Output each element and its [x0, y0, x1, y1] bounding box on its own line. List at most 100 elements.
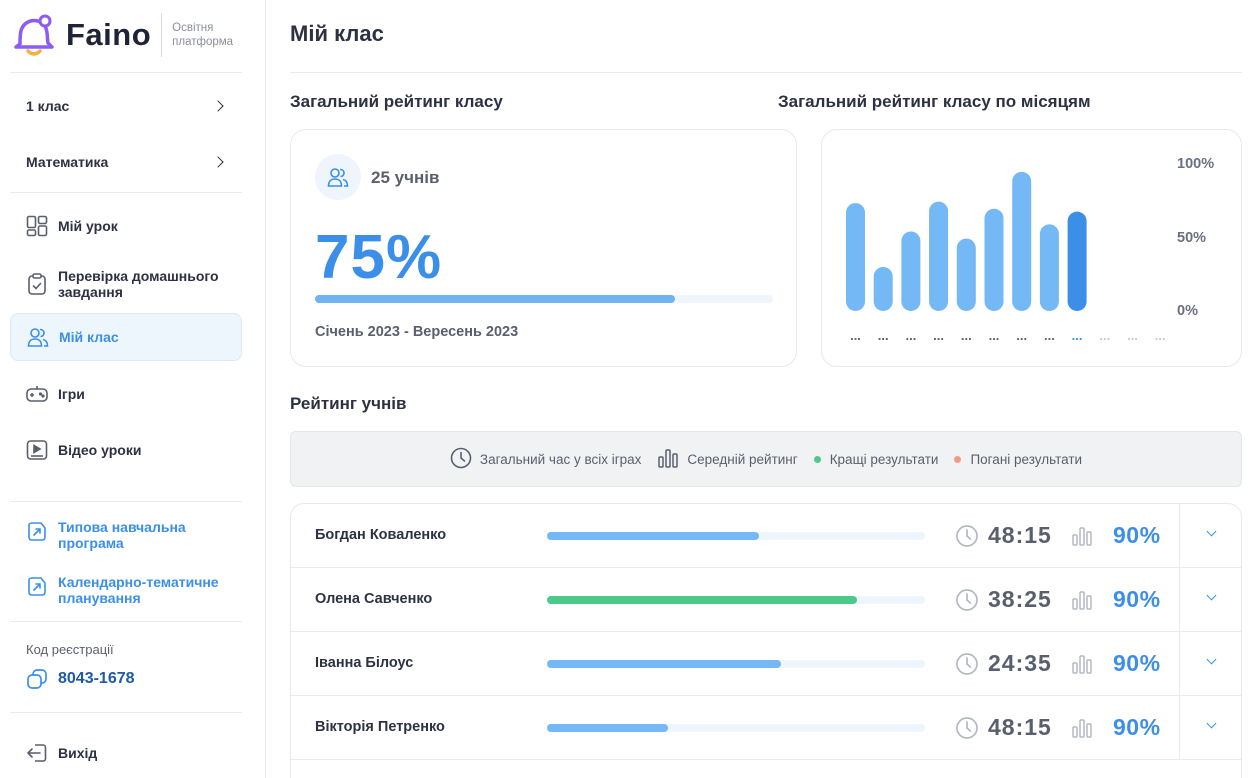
- clock-icon: [955, 524, 979, 553]
- overall-progress-fill: [315, 295, 675, 303]
- overall-rating-title: Загальний рейтинг класу: [290, 92, 503, 111]
- monthly-bar-chart: ................................. ... 100%…: [846, 156, 1214, 343]
- chart-x-tick-label: ...: [1072, 328, 1083, 343]
- row-separator: [1179, 696, 1180, 760]
- chart-bar[interactable]: [1067, 211, 1087, 311]
- divider: [10, 501, 242, 502]
- chart-x-tick-label: ...: [1127, 328, 1138, 343]
- nav-label: Мій клас: [59, 329, 119, 345]
- student-progress-track: [547, 532, 925, 540]
- chart-bar[interactable]: [846, 203, 865, 311]
- student-progress-track: [547, 596, 925, 604]
- nav-homework-check[interactable]: Перевірка домашнього завдання: [10, 264, 242, 304]
- video-icon: [26, 439, 48, 461]
- chart-y-tick-label: 50%: [1177, 230, 1206, 246]
- chart-bar[interactable]: [984, 208, 1004, 311]
- divider: [290, 72, 1242, 73]
- clock-icon: [955, 716, 979, 745]
- chevron-down-icon[interactable]: [1205, 718, 1217, 732]
- logo[interactable]: Faino Освітня платформа: [12, 10, 242, 60]
- student-progress-fill: [547, 532, 759, 540]
- bar-chart-icon: [1071, 717, 1093, 744]
- page-title: Мій клас: [290, 21, 384, 46]
- link-label: Типова навчальна програма: [58, 519, 186, 551]
- logout-button[interactable]: Вихід: [26, 742, 97, 764]
- divider: [10, 621, 242, 622]
- chart-bar[interactable]: [873, 266, 893, 311]
- student-name: Іванна Білоус: [315, 655, 414, 671]
- nav-label: Перевірка домашнього завдання: [58, 268, 219, 300]
- nav-my-lesson[interactable]: Мій урок: [10, 210, 242, 242]
- student-time: 24:35: [988, 650, 1052, 676]
- nav-label: Ігри: [58, 386, 85, 402]
- users-icon: [27, 326, 49, 348]
- chart-x-tick-label: ...: [878, 328, 889, 343]
- logo-subtitle: Освітня платформа: [172, 22, 234, 48]
- overall-rating-card: 25 учнів 75% Січень 2023 - Вересень 2023: [290, 129, 797, 367]
- external-link-icon: [26, 520, 48, 542]
- nav-label: Відео уроки: [58, 442, 142, 458]
- legend-avg-label: Середній рейтинг: [687, 451, 798, 467]
- chevron-down-icon[interactable]: [1205, 526, 1217, 540]
- nav-video-lessons[interactable]: Відео уроки: [10, 434, 242, 466]
- overall-percent: 75%: [315, 223, 443, 292]
- chart-bar[interactable]: [1039, 224, 1059, 311]
- chart-x-tick-label: ...: [989, 328, 1000, 343]
- student-progress-fill: [547, 660, 782, 668]
- legend-good-label: Кращі результати: [829, 451, 939, 467]
- student-progress-track: [547, 724, 925, 732]
- legend-avg: Середній рейтинг: [657, 447, 798, 472]
- chevron-down-icon[interactable]: [1205, 590, 1217, 604]
- nav-my-class[interactable]: Мій клас: [10, 313, 242, 361]
- bar-chart-icon: [1071, 653, 1093, 680]
- sidebar: Faino Освітня платформа 1 клас Математик…: [0, 0, 266, 778]
- chart-bar[interactable]: [929, 201, 949, 311]
- table-row[interactable]: Богдан Коваленко 48:15 90%: [291, 504, 1241, 568]
- student-rating: 90%: [1113, 714, 1161, 740]
- chart-bar[interactable]: [901, 231, 921, 311]
- table-row[interactable]: Вікторія Петренко 48:15 90%: [291, 696, 1241, 760]
- divider: [10, 72, 242, 73]
- legend-bad: Погані результати: [954, 452, 1082, 467]
- student-name: Олена Савченко: [315, 591, 433, 607]
- students-rating-title: Рейтинг учнів: [290, 394, 407, 413]
- subject-selector[interactable]: Математика: [26, 150, 224, 174]
- class-selector[interactable]: 1 клас: [26, 94, 224, 118]
- student-time: 48:15: [988, 522, 1052, 548]
- gamepad-icon: [26, 383, 48, 405]
- student-time: 48:15: [988, 714, 1052, 740]
- chart-bar[interactable]: [956, 238, 976, 311]
- chart-x-tick-label: ...: [933, 328, 944, 343]
- registration-code[interactable]: 8043-1678: [26, 668, 135, 690]
- period-label: Січень 2023 - Вересень 2023: [315, 324, 519, 340]
- nav-games[interactable]: Ігри: [10, 378, 242, 410]
- link-label: Календарно-тематичне планування: [58, 574, 219, 606]
- red-dot-icon: [954, 455, 962, 463]
- link-curriculum[interactable]: Типова навчальна програма: [26, 519, 236, 551]
- legend-bad-label: Погані результати: [970, 451, 1083, 467]
- table-row[interactable]: Іванна Білоус 24:35 90%: [291, 632, 1241, 696]
- divider: [10, 192, 242, 193]
- table-row[interactable]: Олена Савченко 38:25 90%: [291, 568, 1241, 632]
- chart-bar[interactable]: [1012, 171, 1032, 311]
- student-rating: 90%: [1113, 522, 1161, 548]
- chevron-down-icon[interactable]: [1205, 654, 1217, 668]
- legend-good: Кращі результати: [813, 451, 939, 467]
- registration-label: Код реєстрації: [26, 642, 114, 657]
- row-separator: [1179, 504, 1180, 568]
- logout-icon: [26, 742, 48, 764]
- clock-icon: [450, 447, 472, 472]
- link-calendar-planning[interactable]: Календарно-тематичне планування: [26, 574, 236, 606]
- bar-chart-icon: [1071, 525, 1093, 552]
- row-separator: [1179, 632, 1180, 696]
- student-rating: 90%: [1113, 586, 1161, 612]
- bell-logo-icon: [12, 12, 56, 58]
- copy-icon[interactable]: [26, 668, 48, 690]
- grid-icon: [26, 215, 48, 237]
- chart-y-tick-label: 100%: [1177, 156, 1214, 172]
- chevron-right-icon: [212, 156, 224, 168]
- users-icon: [315, 154, 361, 200]
- legend-time-label: Загальний час у всіх іграх: [479, 451, 642, 467]
- green-dot-icon: [813, 455, 821, 463]
- chart-x-tick-label: ...: [905, 328, 916, 343]
